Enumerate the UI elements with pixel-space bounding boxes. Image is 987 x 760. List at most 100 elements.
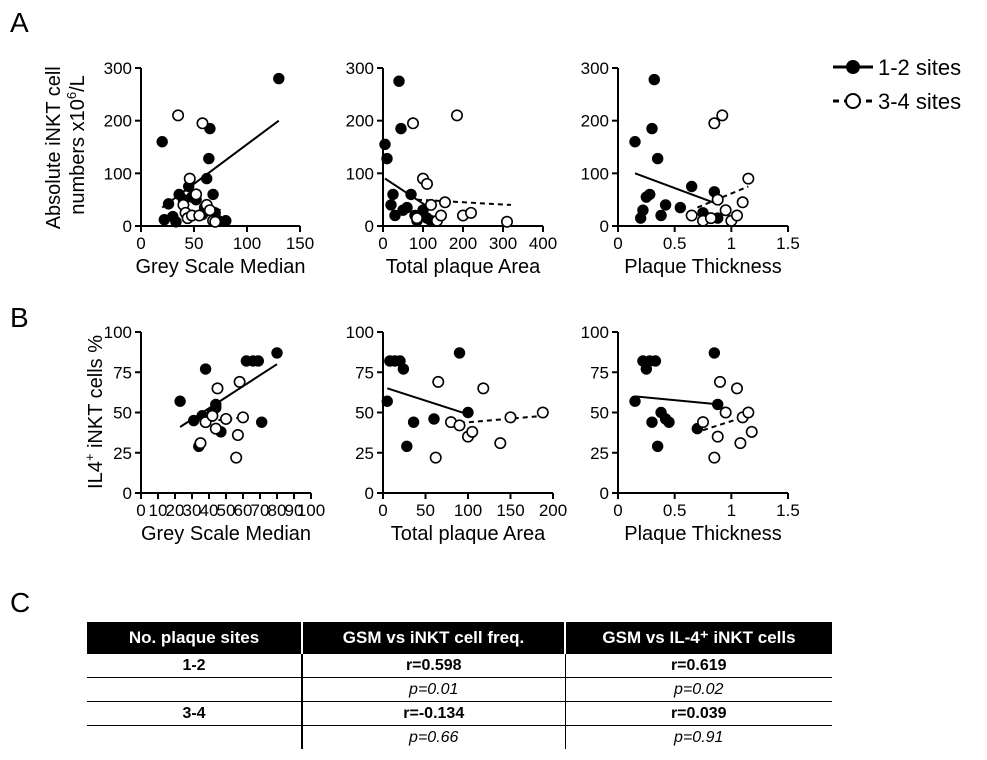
legend-marker-open <box>845 93 861 109</box>
data-point-filled <box>210 398 222 411</box>
legend-label-dashed: 3-4 sites <box>878 89 961 114</box>
data-point-filled <box>646 122 658 135</box>
data-point-open <box>730 209 743 222</box>
y-tick-label: 75 <box>113 363 132 382</box>
data-point-filled <box>389 209 401 222</box>
x-tick-label: 150 <box>496 501 524 520</box>
x-tick-label: 10 <box>149 501 168 520</box>
data-point-open <box>172 109 185 122</box>
y-tick-label: 200 <box>346 112 374 131</box>
x-tick-label: 0 <box>378 234 387 253</box>
data-point-open <box>203 204 216 217</box>
x-tick-label: 100 <box>233 234 261 253</box>
y-tick-label: 100 <box>104 323 132 342</box>
legend-item-solid: 1-2 sites <box>833 55 961 80</box>
data-point-filled <box>271 347 283 359</box>
data-point-filled <box>648 73 660 86</box>
data-point-filled <box>162 198 175 210</box>
y-axis-label-a: Absolute iNKT cell numbers x106/L <box>43 61 89 230</box>
data-point-open <box>183 172 196 185</box>
data-point-open <box>230 451 243 464</box>
panel-label-c: C <box>10 587 30 618</box>
data-point-open <box>196 117 209 130</box>
table-row: p=0.66 p=0.91 <box>87 725 832 749</box>
data-point-filled <box>663 416 675 428</box>
data-point-filled <box>453 347 466 359</box>
regression-line-dashed <box>450 414 545 425</box>
regression-line-solid <box>634 172 721 206</box>
data-point-open <box>406 117 419 130</box>
table-cell: r=0.039 <box>565 701 832 726</box>
x-tick-label: 200 <box>539 501 567 520</box>
data-point-filled <box>644 188 656 201</box>
data-point-open <box>211 382 224 395</box>
data-point-open <box>220 412 233 425</box>
x-tick-label: 60 <box>234 501 253 520</box>
y-axis-label-b: IL4+ iNKT cells % <box>82 335 107 489</box>
legend-item-dashed: 3-4 sites <box>833 89 961 114</box>
data-point-filled <box>174 395 186 407</box>
x-tick-label: 0 <box>378 501 387 520</box>
y-tick-label: 75 <box>355 363 374 382</box>
plot-1: 0 100 200 300 0 50 100 150 Grey Scale Median <box>104 59 315 278</box>
x-tick-label: 0 <box>613 501 622 520</box>
data-point-filled <box>395 122 407 135</box>
data-point-open <box>716 109 729 122</box>
x-axis-title: Total plaque Area <box>386 256 541 278</box>
panel-label-b: B <box>10 302 29 333</box>
data-point-filled <box>649 355 662 367</box>
data-point-open <box>206 409 219 422</box>
y-tick-label: 25 <box>113 444 132 463</box>
data-point-open <box>730 382 743 395</box>
data-point-filled <box>428 413 440 425</box>
x-axis-title: Grey Scale Median <box>135 256 305 278</box>
x-tick-label: 0 <box>613 234 622 253</box>
data-point-open <box>494 437 507 450</box>
data-point-filled <box>207 188 219 201</box>
table-cell: r=-0.134 <box>302 701 566 726</box>
y-tick-label: 0 <box>123 484 132 503</box>
data-point-open <box>450 109 463 122</box>
x-tick-label: 70 <box>251 501 270 520</box>
table-cell <box>87 725 303 749</box>
y-tick-label: 200 <box>104 112 132 131</box>
table-header-row: No. plaque sites GSM vs iNKT cell freq. … <box>87 622 832 654</box>
x-axis-title: Plaque Thickness <box>624 256 782 278</box>
data-point-filled <box>712 398 724 411</box>
data-point-filled <box>462 406 474 419</box>
figure: A B C Absolute iNKT cell numbers x106/L … <box>10 7 961 618</box>
data-point-filled <box>397 363 410 375</box>
data-point-open <box>704 212 717 225</box>
y-tick-label: 100 <box>581 323 609 342</box>
data-point-open <box>719 406 732 419</box>
table-cell: r=0.598 <box>302 654 566 678</box>
y-axis-label-a-unit: numbers x10 <box>67 99 89 215</box>
data-point-filled <box>629 136 641 148</box>
data-point-filled <box>381 152 393 165</box>
x-tick-label: 100 <box>409 234 437 253</box>
data-point-filled <box>651 440 664 453</box>
data-point-open <box>466 425 479 438</box>
data-point-filled <box>629 395 641 407</box>
y-tick-label: 300 <box>104 59 132 78</box>
table-header: GSM vs iNKT cell freq. <box>302 622 566 654</box>
y-tick-label: 0 <box>600 484 609 503</box>
y-tick-label: 50 <box>113 404 132 423</box>
data-point-open <box>464 206 477 219</box>
data-point-filled <box>393 75 405 87</box>
data-point-open <box>194 437 207 450</box>
data-point-filled <box>708 347 721 359</box>
x-tick-label: 80 <box>268 501 287 520</box>
y-tick-label: 75 <box>590 363 609 382</box>
regression-line-solid <box>386 387 473 417</box>
data-point-filled <box>407 416 420 428</box>
data-point-open <box>438 196 451 209</box>
data-point-open <box>504 411 517 424</box>
data-point-open <box>453 419 466 432</box>
data-point-filled <box>273 72 285 85</box>
plot-2: 0 100 200 300 0 100 200 300 400 Total plaque Area <box>346 59 558 278</box>
x-tick-label: 300 <box>489 234 517 253</box>
y-axis-label-a-line2: numbers x106/L <box>64 75 89 215</box>
data-point-filled <box>685 180 698 193</box>
table-cell: p=0.66 <box>302 725 566 749</box>
